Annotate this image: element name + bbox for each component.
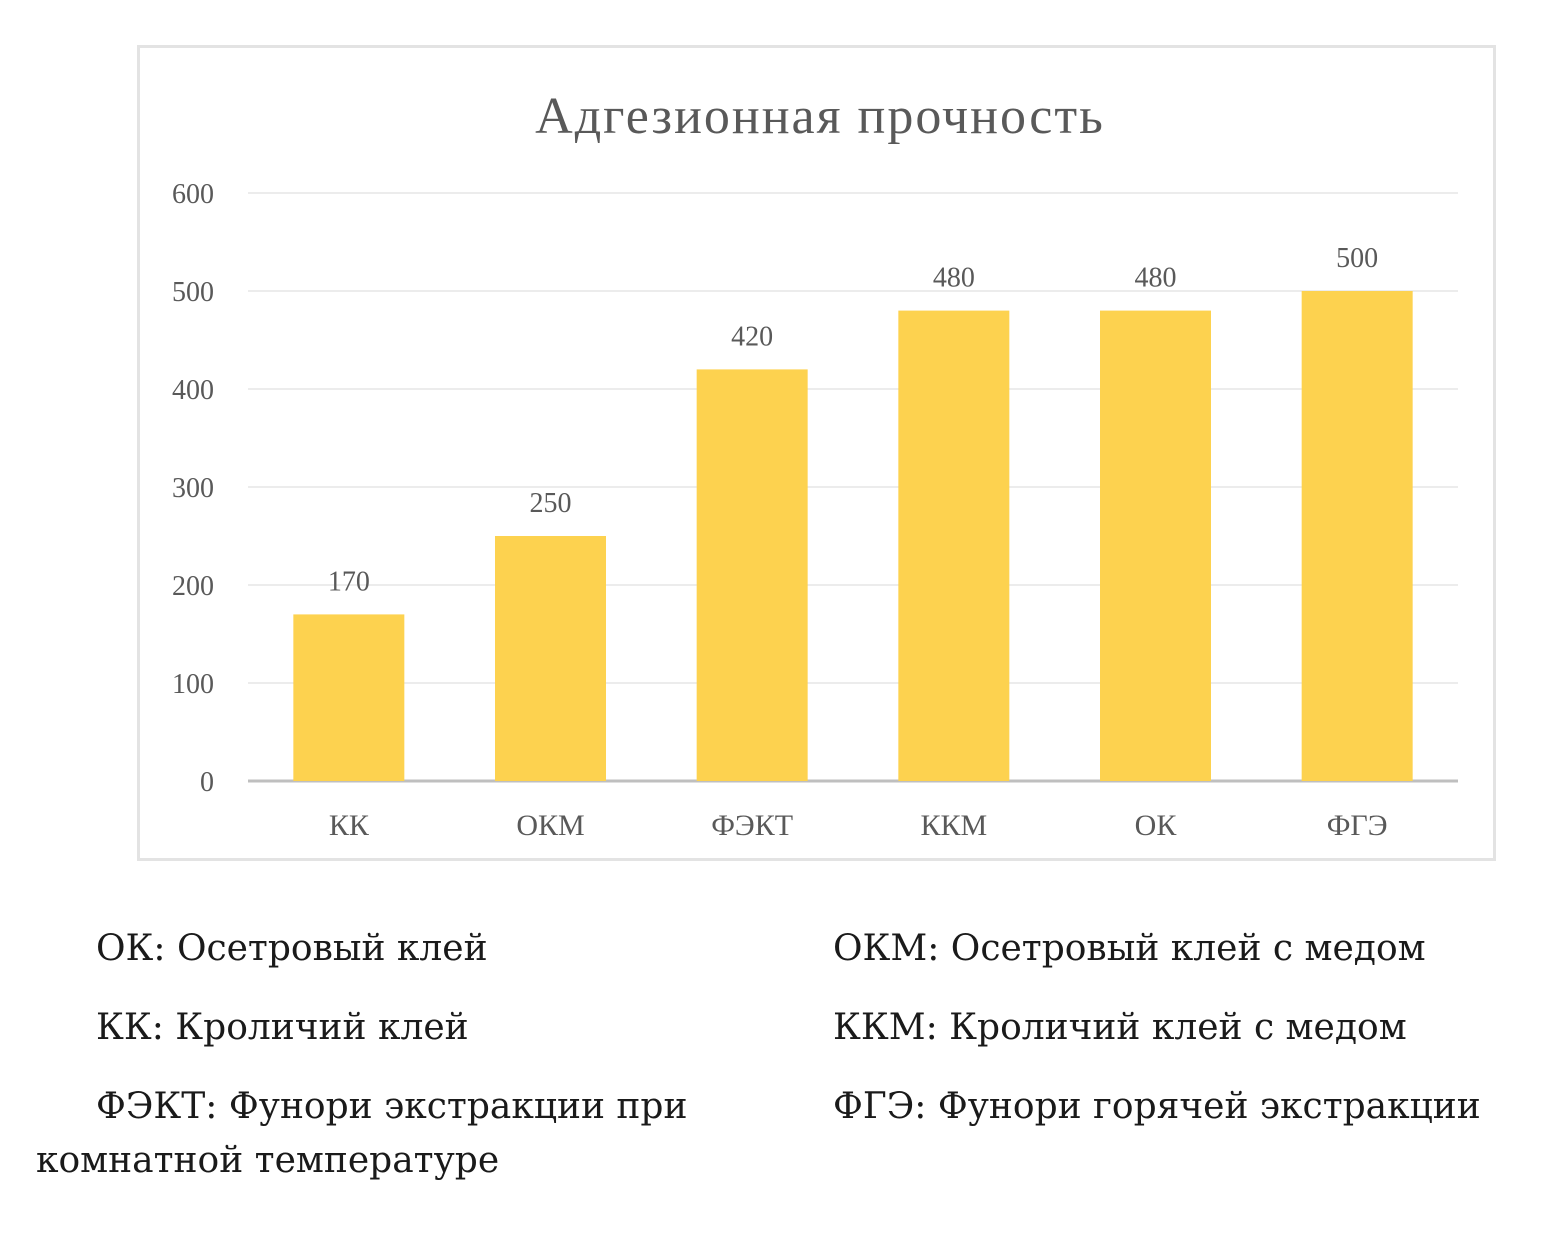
chart-frame: Адгезионная прочность 0 100 200 300 400 500 60… (137, 45, 1496, 861)
data-label: 480 (933, 263, 975, 294)
legend-note-fge: ФГЭ: Фунори горячей экстракции (833, 1086, 1481, 1127)
y-tick-label: 400 (172, 375, 214, 406)
data-label: 170 (328, 566, 370, 597)
x-tick-label: ФГЭ (1327, 809, 1388, 842)
bar-2 (696, 369, 808, 781)
bar-0 (293, 614, 405, 781)
legend-note-kkm: ККМ: Кроличий клей с медом (833, 1007, 1407, 1048)
data-label: 420 (731, 321, 773, 352)
data-label: 250 (530, 488, 572, 519)
bar-5 (1301, 291, 1413, 781)
bar-1 (495, 536, 606, 781)
y-tick-label: 0 (200, 767, 214, 798)
bar-3 (898, 310, 1010, 781)
y-tick-label: 500 (172, 277, 214, 308)
y-tick-label: 300 (172, 473, 214, 504)
y-tick-label: 200 (172, 571, 214, 602)
x-tick-label: ОК (1135, 809, 1178, 842)
y-tick-label: 600 (172, 179, 214, 210)
legend-note-okm: ОКМ: Осетровый клей с медом (833, 928, 1426, 969)
bar-chart: Адгезионная прочность 0 100 200 300 400 500 60… (172, 88, 1458, 842)
x-tick-label: ФЭКТ (711, 809, 793, 842)
legend-note-kk: КК: Кроличий клей (96, 1007, 469, 1048)
x-tick-label: ОКМ (516, 809, 584, 842)
legend-note-fekt: ФЭКТ: Фунори экстракции при комнатной те… (36, 1086, 688, 1181)
legend-note-ok: ОК: Осетровый клей (96, 928, 488, 969)
x-tick-label: КК (329, 809, 370, 842)
data-label: 500 (1336, 243, 1378, 274)
bar-4 (1100, 310, 1211, 781)
x-tick-label: ККМ (920, 809, 987, 842)
y-tick-label: 100 (172, 669, 214, 700)
chart-title: Адгезионная прочность (535, 88, 1105, 145)
data-label: 480 (1135, 263, 1177, 294)
